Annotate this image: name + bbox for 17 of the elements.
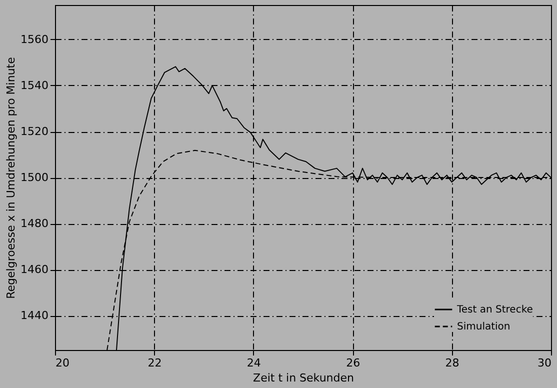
legend-label: Simulation bbox=[457, 322, 510, 332]
y-tick-label: 1440 bbox=[20, 309, 48, 322]
y-tick-label: 1540 bbox=[20, 79, 48, 92]
y-tick-label: 1520 bbox=[20, 125, 48, 138]
y-tick-label: 1560 bbox=[20, 33, 48, 46]
y-tick-label: 1480 bbox=[20, 217, 48, 230]
y-axis-title: Regelgroesse x in Umdrehungen pro Minute bbox=[4, 56, 18, 299]
x-tick-label: 20 bbox=[56, 356, 70, 370]
x-axis-title: Zeit t in Sekunden bbox=[253, 372, 354, 384]
y-tick-label: 1460 bbox=[20, 263, 48, 276]
x-tick-label: 26 bbox=[346, 356, 360, 370]
y-tick-label: 1500 bbox=[20, 171, 48, 184]
x-tick-label: 30 bbox=[538, 356, 552, 370]
x-tick-label: 24 bbox=[246, 356, 261, 370]
x-tick-label: 22 bbox=[148, 356, 162, 370]
x-tick-label: 28 bbox=[445, 356, 460, 370]
legend-label: Test an Strecke bbox=[456, 304, 533, 316]
